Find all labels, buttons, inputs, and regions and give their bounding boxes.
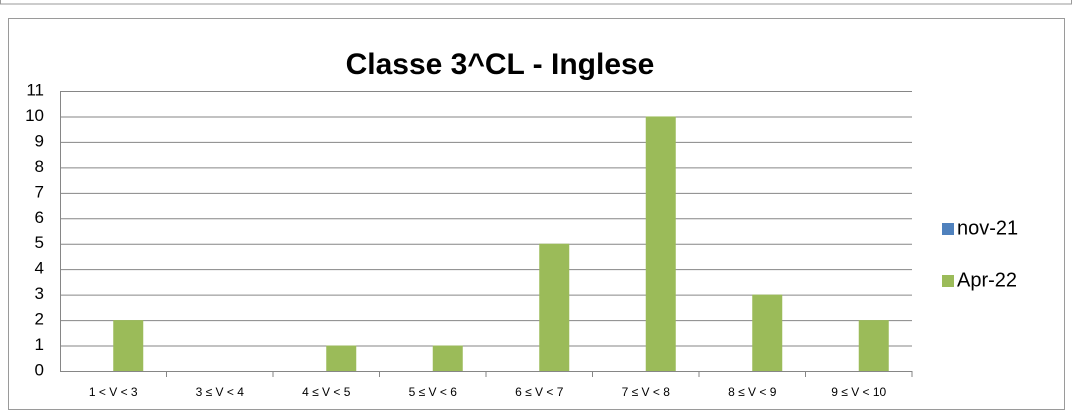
x-tick-label: 7 ≤ V < 8 <box>622 385 671 399</box>
y-tick-label: 5 <box>35 233 44 252</box>
y-tick-label: 9 <box>35 131 44 150</box>
legend-swatch <box>942 275 954 287</box>
x-tick-label: 4 ≤ V < 5 <box>302 385 351 399</box>
bar <box>113 320 144 371</box>
x-tick-label: 5 ≤ V < 6 <box>409 385 458 399</box>
y-tick-label: 7 <box>35 182 44 201</box>
bar <box>326 345 357 371</box>
x-tick-label: 1 < V < 3 <box>89 385 138 399</box>
bar <box>645 116 676 371</box>
y-tick-label: 8 <box>35 157 44 176</box>
outer-frame <box>0 0 1072 5</box>
legend-swatch <box>942 223 954 235</box>
y-tick-label: 0 <box>35 360 44 379</box>
chart-title: Classe 3^CL - Inglese <box>346 48 655 81</box>
x-tick-label: 8 ≤ V < 9 <box>728 385 777 399</box>
x-tick-label: 6 ≤ V < 7 <box>515 385 564 399</box>
bar <box>752 294 783 371</box>
legend-label: nov-21 <box>957 217 1018 239</box>
bar <box>539 243 570 371</box>
y-tick-label: 11 <box>26 80 44 99</box>
y-tick-label: 2 <box>35 310 44 329</box>
y-tick-label: 6 <box>35 208 44 227</box>
y-tick-label: 3 <box>35 284 44 303</box>
y-tick-label: 1 <box>35 335 44 354</box>
bar <box>858 320 889 371</box>
y-tick-label: 4 <box>35 259 44 278</box>
legend-label: Apr-22 <box>957 269 1017 291</box>
x-tick-label: 3 ≤ V < 4 <box>196 385 245 399</box>
bar <box>432 345 463 371</box>
y-tick-label: 10 <box>25 106 44 125</box>
x-tick-label: 9 ≤ V < 10 <box>831 385 886 399</box>
